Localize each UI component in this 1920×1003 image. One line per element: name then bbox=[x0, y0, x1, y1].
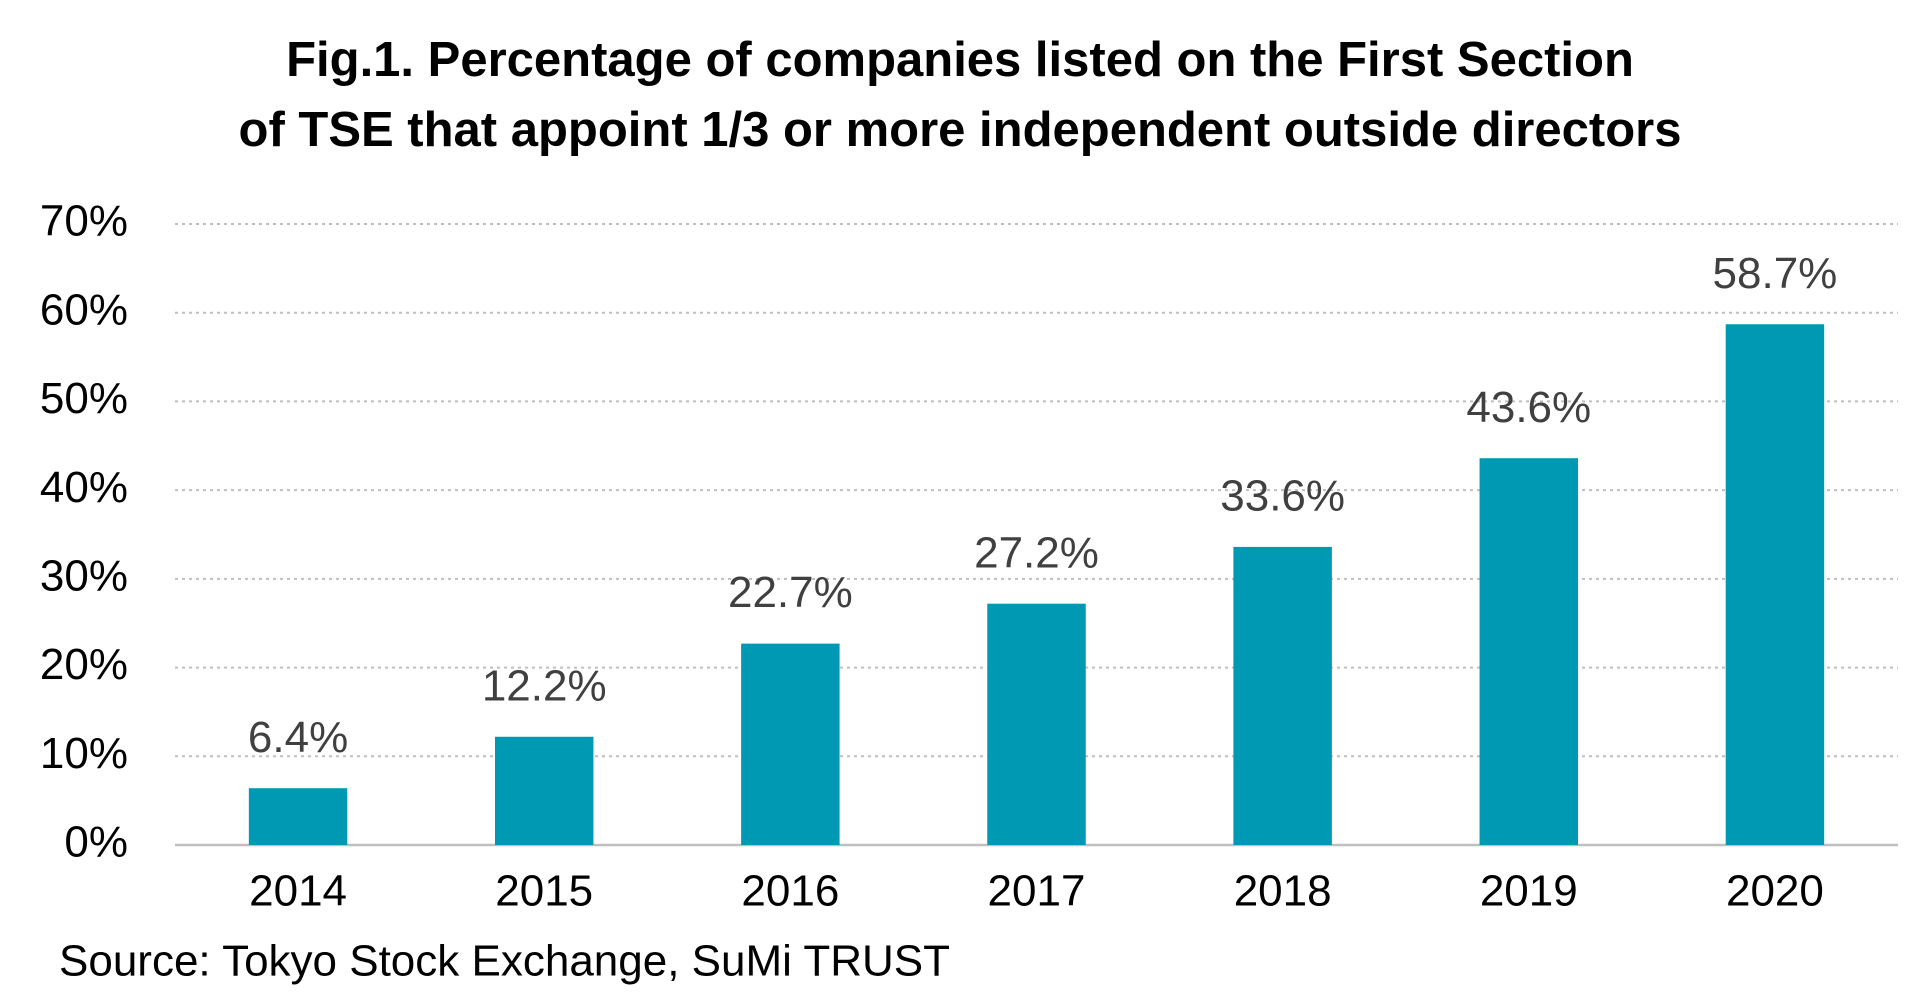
y-tick-label: 40% bbox=[40, 463, 128, 512]
data-label: 12.2% bbox=[482, 661, 607, 710]
x-tick-label: 2014 bbox=[249, 867, 347, 916]
y-tick-label: 20% bbox=[40, 640, 128, 689]
y-tick-label: 60% bbox=[40, 285, 128, 334]
data-label: 33.6% bbox=[1220, 472, 1345, 521]
bar bbox=[741, 643, 840, 845]
chart-title: Fig.1. Percentage of companies listed on… bbox=[286, 33, 1634, 87]
x-tick-label: 2016 bbox=[741, 867, 839, 916]
bar bbox=[1725, 324, 1825, 845]
data-label: 22.7% bbox=[728, 568, 853, 617]
source-note: Source: Tokyo Stock Exchange, SuMi TRUST bbox=[59, 937, 950, 986]
bar bbox=[1233, 546, 1332, 845]
data-label: 27.2% bbox=[974, 528, 1099, 577]
data-label: 58.7% bbox=[1713, 249, 1838, 298]
y-tick-label: 10% bbox=[40, 729, 128, 778]
x-tick-label: 2020 bbox=[1726, 867, 1824, 916]
bar bbox=[494, 736, 594, 845]
x-tick-label: 2015 bbox=[495, 867, 593, 916]
x-tick-label: 2018 bbox=[1234, 867, 1332, 916]
x-tick-label: 2017 bbox=[988, 867, 1086, 916]
y-tick-label: 30% bbox=[40, 551, 128, 600]
data-label: 43.6% bbox=[1466, 383, 1591, 432]
y-tick-label: 0% bbox=[64, 818, 128, 867]
y-tick-label: 70% bbox=[40, 197, 128, 246]
bar bbox=[987, 603, 1086, 845]
bar bbox=[248, 788, 348, 845]
x-tick-label: 2019 bbox=[1480, 867, 1578, 916]
y-tick-label: 50% bbox=[40, 374, 128, 423]
chart-title: of TSE that appoint 1/3 or more independ… bbox=[239, 103, 1682, 157]
bar bbox=[1479, 458, 1579, 845]
data-label: 6.4% bbox=[248, 713, 348, 762]
